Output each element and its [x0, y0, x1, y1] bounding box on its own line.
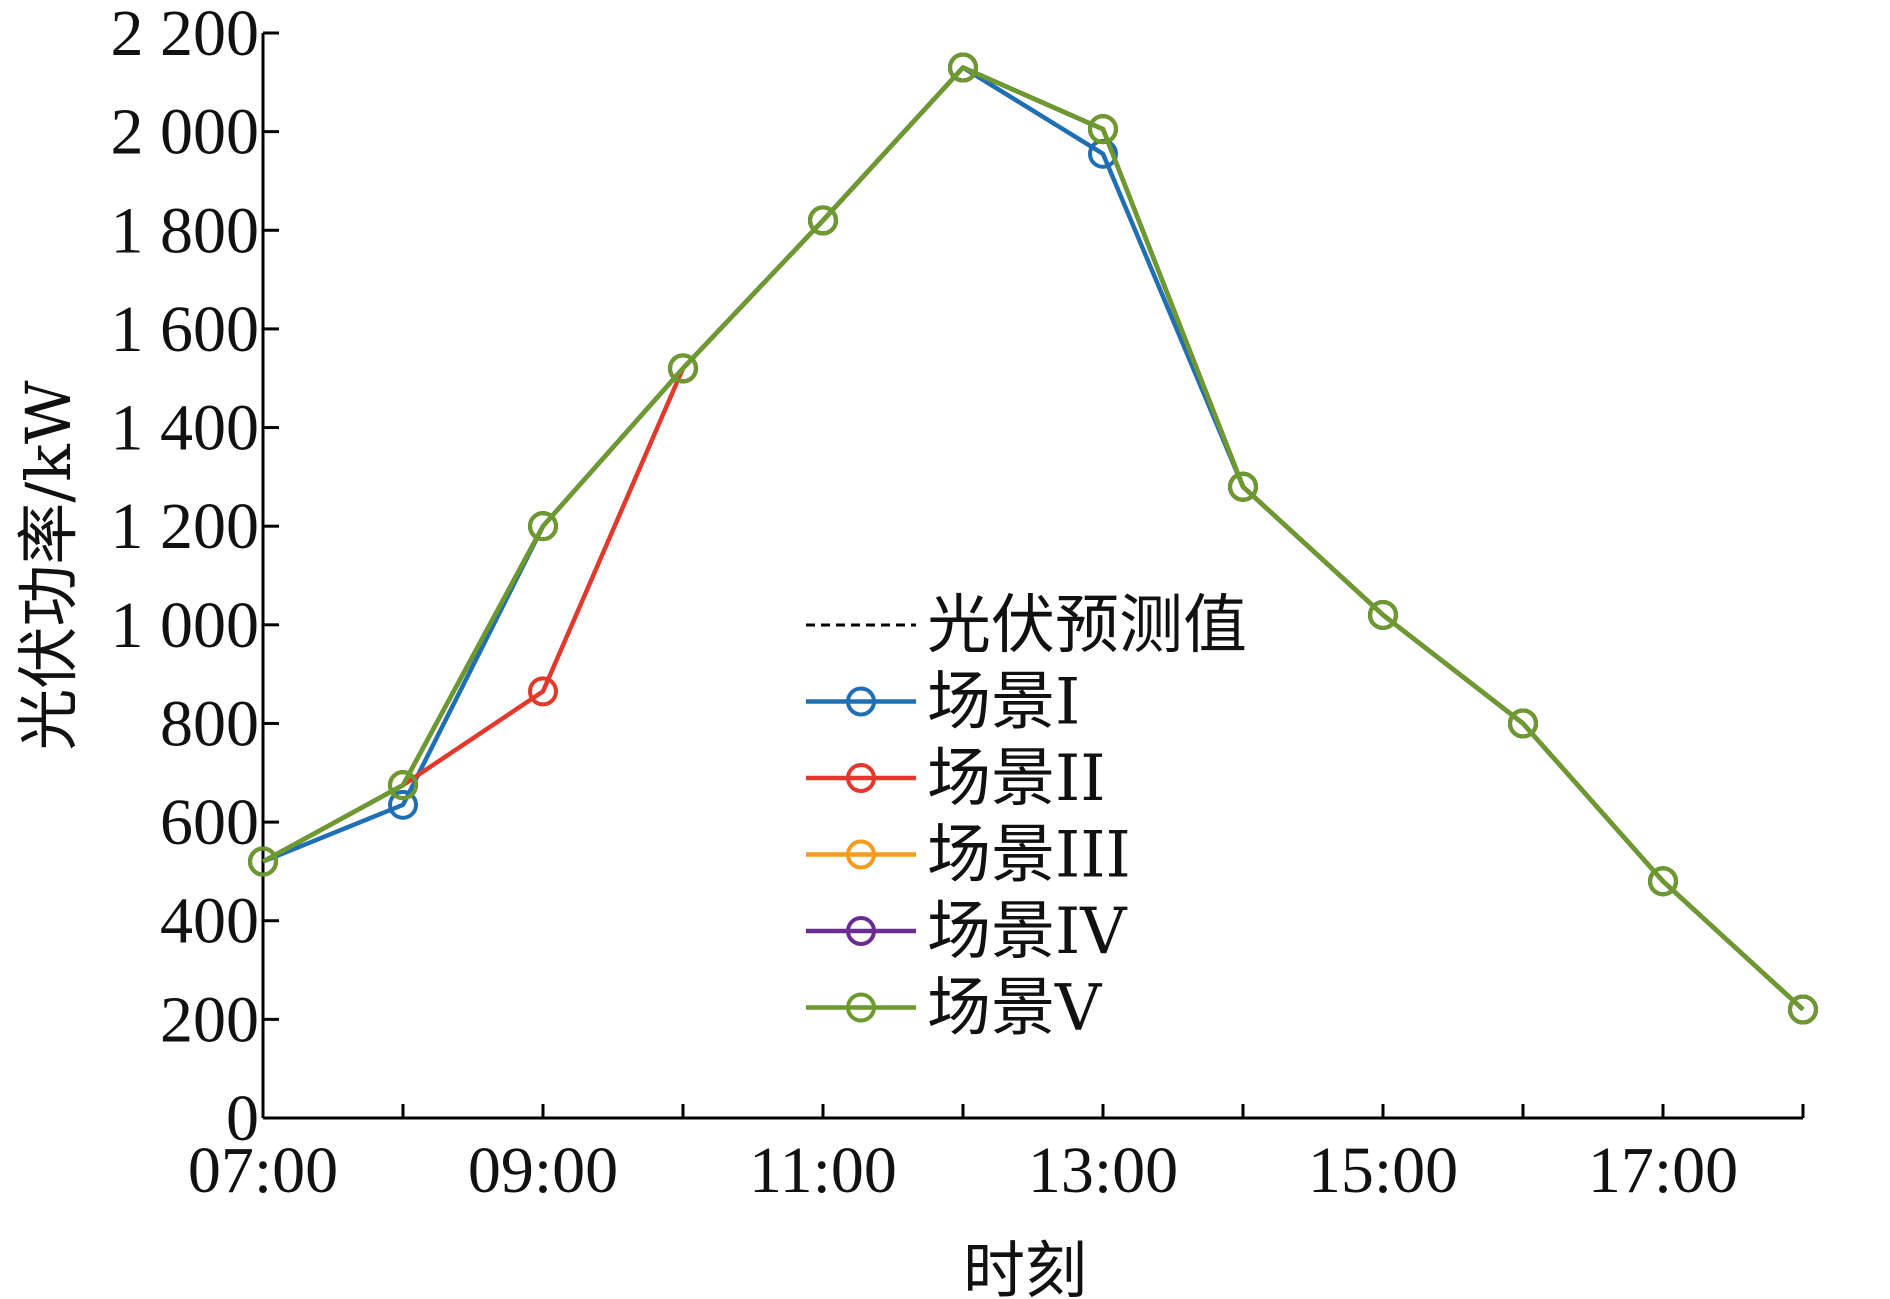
y-tick-label: 1 400 — [111, 392, 260, 465]
y-tick-label: 1 000 — [111, 589, 260, 662]
legend-marker — [846, 992, 876, 1023]
y-tick-label: 600 — [160, 786, 259, 859]
data-point — [528, 676, 558, 707]
data-point — [808, 205, 838, 236]
legend-label: 场景IV — [927, 895, 1128, 969]
series-line — [261, 65, 1805, 1012]
x-tick-label: 09:00 — [468, 1134, 618, 1207]
data-point — [1788, 994, 1818, 1025]
x-tick-label: 07:00 — [188, 1134, 338, 1207]
legend-marker — [846, 916, 876, 946]
y-axis-title: 光伏功率/kW — [12, 380, 85, 750]
data-point — [248, 846, 278, 877]
x-tick-label: 11:00 — [749, 1134, 897, 1207]
data-point — [948, 52, 978, 83]
legend-label: 光伏预测值 — [927, 589, 1247, 663]
data-point — [1228, 471, 1258, 502]
x-tick-label: 13:00 — [1028, 1134, 1178, 1207]
y-tick-label: 800 — [160, 687, 259, 760]
x-tick-label: 17:00 — [1588, 1134, 1738, 1207]
x-axis-title: 时刻 — [963, 1234, 1087, 1299]
y-tick-label: 1 800 — [111, 194, 260, 267]
legend-label: 场景III — [927, 819, 1131, 893]
legend-marker — [846, 763, 876, 793]
legend-marker — [846, 686, 876, 717]
data-point — [388, 789, 418, 820]
data-point — [1088, 114, 1118, 145]
data-point — [1648, 866, 1678, 897]
y-tick-label: 0 — [226, 1082, 259, 1155]
y-tick-label: 1 600 — [111, 293, 260, 366]
data-point — [528, 511, 558, 542]
y-tick-label: 2 200 — [111, 0, 260, 70]
y-tick-label: 2 000 — [111, 96, 260, 169]
y-tick-label: 200 — [160, 983, 259, 1056]
data-point — [388, 770, 418, 801]
data-point — [1368, 599, 1398, 630]
legend-marker — [846, 839, 876, 870]
series-layer — [248, 52, 1818, 1025]
data-point — [1508, 708, 1538, 739]
axes-layer: 0 200 400 600 800 1 000 1 200 1 400 1 600 1 800 2 … — [111, 0, 1805, 1207]
x-tick-label: 15:00 — [1308, 1134, 1458, 1207]
data-point — [668, 353, 698, 384]
legend-label: 场景I — [927, 666, 1080, 740]
legend-label: 场景V — [927, 972, 1103, 1046]
legend-label: 场景II — [927, 742, 1106, 816]
y-tick-label: 400 — [160, 885, 259, 958]
y-tick-label: 1 200 — [111, 490, 260, 563]
